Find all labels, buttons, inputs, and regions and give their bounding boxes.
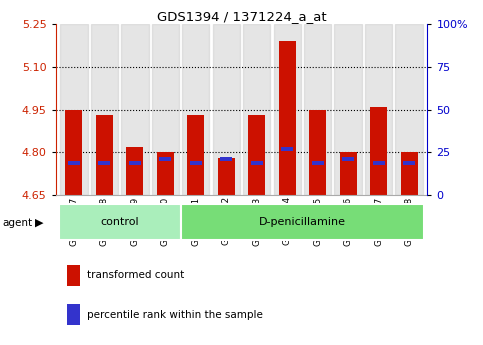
Bar [365,24,392,195]
Bar [58,204,181,239]
Bar [67,265,80,286]
Bar [340,152,356,195]
Bar [335,24,362,195]
Bar [91,24,118,195]
Bar [279,41,296,195]
Bar [251,161,263,165]
Bar [182,24,210,195]
Bar [213,24,240,195]
Title: GDS1394 / 1371224_a_at: GDS1394 / 1371224_a_at [156,10,327,23]
Bar [282,147,293,151]
Bar [99,161,110,165]
Bar [243,24,270,195]
Bar [67,304,80,325]
Bar [159,157,171,161]
Bar [248,115,265,195]
Bar [68,161,80,165]
Bar [220,157,232,161]
Text: agent: agent [2,218,32,227]
Text: control: control [100,217,139,227]
Bar [370,107,387,195]
Bar [373,161,384,165]
Text: percentile rank within the sample: percentile rank within the sample [87,309,263,319]
Text: transformed count: transformed count [87,270,185,280]
Bar [304,24,331,195]
Bar [96,115,113,195]
Bar [396,24,423,195]
Bar [312,161,324,165]
Bar [403,161,415,165]
Bar [181,204,425,239]
Bar [342,157,354,161]
Bar [401,152,417,195]
Bar [157,152,174,195]
Bar [218,158,235,195]
Bar [66,110,82,195]
Bar [129,161,141,165]
Bar [273,24,301,195]
Bar [127,147,143,195]
Bar [190,161,201,165]
Bar [152,24,179,195]
Bar [309,110,326,195]
Text: ▶: ▶ [35,218,43,227]
Bar [187,115,204,195]
Bar [121,24,149,195]
Bar [60,24,87,195]
Text: D-penicillamine: D-penicillamine [259,217,346,227]
